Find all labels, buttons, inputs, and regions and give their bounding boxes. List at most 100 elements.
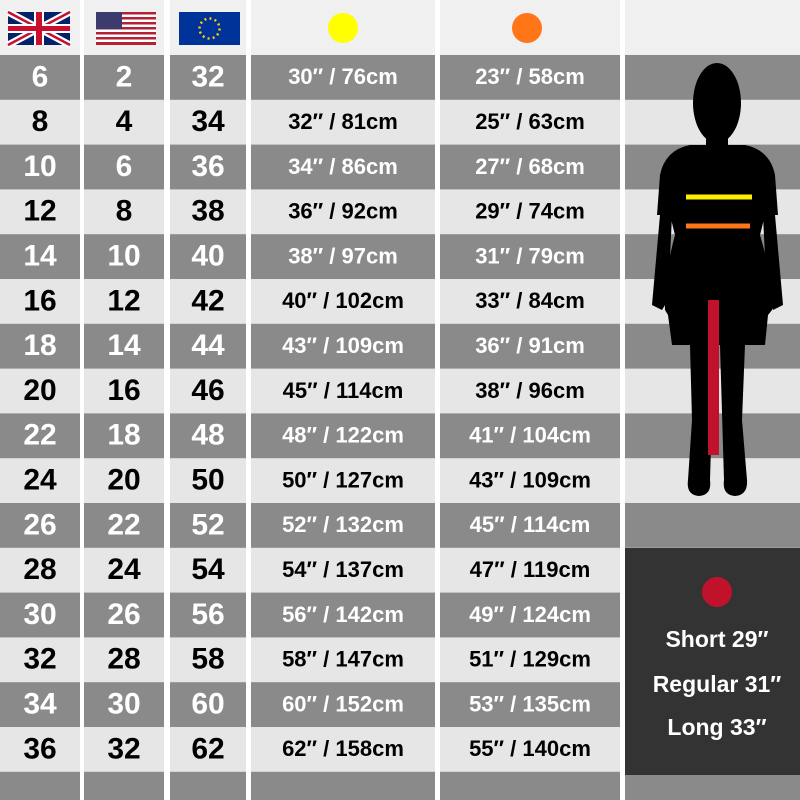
row-band — [0, 99, 80, 146]
row-band — [625, 503, 800, 549]
cell: 31″ / 79cm — [475, 243, 585, 268]
row-band — [170, 637, 246, 683]
cell: 10 — [107, 240, 140, 273]
cell: 43″ / 109cm — [282, 333, 404, 358]
cell: 10 — [23, 150, 56, 183]
cell: 58″ / 147cm — [282, 647, 404, 672]
cell: 33″ / 84cm — [475, 288, 585, 313]
cell: 51″ / 129cm — [469, 647, 591, 672]
row-band — [0, 55, 80, 101]
cell: 26 — [23, 508, 56, 541]
row-band — [440, 323, 620, 370]
row-band — [84, 55, 164, 101]
cell: 54″ / 137cm — [282, 557, 404, 582]
row-band — [170, 503, 246, 549]
row-band — [0, 323, 80, 370]
row-band — [0, 637, 80, 683]
cell: 20 — [107, 464, 140, 497]
cell: 44 — [191, 329, 225, 362]
row-band — [170, 547, 246, 594]
cell: 60 — [191, 688, 224, 721]
cell: 38″ / 96cm — [475, 378, 585, 403]
cell: 8 — [32, 105, 49, 138]
row-band — [84, 189, 164, 235]
row-band — [0, 727, 80, 773]
cell: 29″ / 74cm — [475, 199, 585, 224]
cell: 8 — [116, 195, 133, 228]
cell: 40 — [191, 240, 224, 273]
row-band — [84, 368, 164, 414]
row-band — [170, 368, 246, 414]
cell: 18 — [107, 419, 140, 452]
row-band — [84, 234, 164, 280]
cell: 52 — [191, 508, 224, 541]
row-band — [440, 368, 620, 414]
us-flag — [96, 12, 156, 45]
row-band — [251, 234, 435, 280]
bust-icon — [328, 13, 358, 43]
cell: 34 — [23, 688, 57, 721]
row-band — [440, 55, 620, 101]
cell: 30″ / 76cm — [288, 64, 398, 89]
row-band — [170, 771, 246, 800]
cell: 49″ / 124cm — [469, 602, 591, 627]
row-band — [84, 503, 164, 549]
cell: 28 — [23, 553, 56, 586]
cell: 14 — [107, 329, 141, 362]
cell: 34 — [191, 105, 225, 138]
row-band — [251, 503, 435, 549]
cell: 6 — [116, 150, 133, 183]
cell: 56″ / 142cm — [282, 602, 404, 627]
row-band — [170, 99, 246, 146]
cell: 43″ / 109cm — [469, 467, 591, 492]
row-band — [84, 637, 164, 683]
row-band — [0, 771, 80, 800]
row-band — [170, 592, 246, 638]
cell: 12 — [107, 284, 140, 317]
row-band — [170, 413, 246, 459]
cell: 23″ / 58cm — [475, 64, 585, 89]
row-band — [440, 234, 620, 280]
cell: 40″ / 102cm — [282, 288, 404, 313]
row-band — [170, 189, 246, 235]
row-band — [0, 503, 80, 549]
cell: 32 — [107, 732, 140, 765]
row-band — [251, 771, 435, 800]
row-band — [440, 682, 620, 728]
cell: 30 — [23, 598, 56, 631]
cell: 47″ / 119cm — [470, 557, 591, 582]
row-band — [0, 144, 80, 190]
cell: 32″ / 81cm — [288, 109, 398, 134]
row-band — [0, 279, 80, 325]
row-band — [84, 279, 164, 325]
cell: 36″ / 92cm — [288, 199, 398, 224]
cell: 62 — [191, 732, 224, 765]
cell: 50 — [191, 464, 224, 497]
row-band — [84, 592, 164, 638]
row-band — [440, 144, 620, 190]
row-band — [0, 368, 80, 414]
row-band — [625, 458, 800, 504]
row-band — [0, 234, 80, 280]
row-band — [170, 458, 246, 504]
cell: 32 — [23, 643, 56, 676]
row-band — [84, 682, 164, 728]
row-band — [251, 144, 435, 190]
row-band — [170, 55, 246, 101]
row-band — [440, 503, 620, 549]
cell: 2 — [116, 60, 133, 93]
row-band — [440, 99, 620, 146]
cell: 36 — [23, 732, 56, 765]
row-band — [440, 189, 620, 235]
cell: 12 — [23, 195, 56, 228]
row-band — [251, 592, 435, 638]
row-band — [0, 592, 80, 638]
row-band — [84, 323, 164, 370]
row-band — [251, 458, 435, 504]
row-band — [251, 727, 435, 773]
row-band — [170, 279, 246, 325]
row-band — [440, 771, 620, 800]
cell: 48″ / 122cm — [282, 423, 404, 448]
